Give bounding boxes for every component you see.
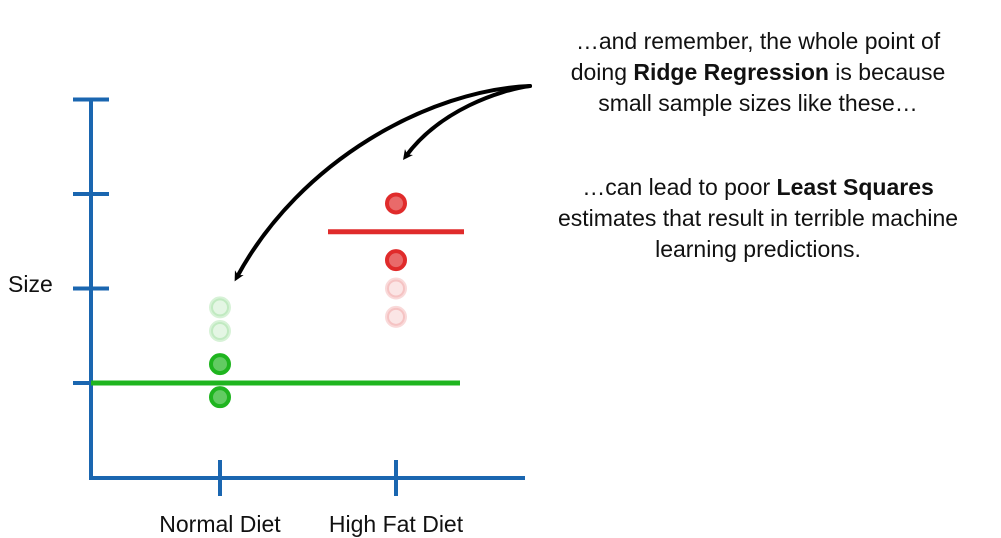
annotation-bold-term: Ridge Regression	[633, 59, 829, 85]
data-point	[209, 320, 231, 343]
annotation-line: learning predictions.	[655, 236, 861, 262]
x-tick-label-normal-diet: Normal Diet	[159, 511, 281, 537]
annotation-least-squares: …can lead to poor Least Squares estimate…	[520, 172, 996, 265]
data-point	[385, 305, 407, 328]
annotation-line: …and remember, the whole point of	[575, 28, 941, 54]
y-axis-label: Size	[8, 271, 53, 297]
data-point	[385, 249, 407, 272]
arrow-to-high-fat-diet	[403, 84, 532, 161]
axes	[89, 100, 525, 480]
fit-lines	[91, 229, 464, 386]
data-points	[209, 192, 407, 409]
annotation-line: doing Ridge Regression is because	[520, 57, 996, 88]
annotation-text: doing	[570, 59, 634, 85]
annotation-ridge-regression: …and remember, the whole point of doing …	[520, 26, 996, 119]
arrow-to-normal-diet	[234, 84, 532, 282]
annotation-text: is because	[828, 59, 946, 85]
data-point	[385, 192, 407, 215]
data-point	[209, 296, 231, 319]
annotation-line: small sample sizes like these…	[598, 90, 918, 116]
annotation-text: …can lead to poor	[582, 174, 777, 200]
axis-ticks	[73, 97, 398, 496]
annotation-bold-term: Least Squares	[776, 174, 934, 200]
data-point	[385, 277, 407, 300]
annotation-line: …can lead to poor Least Squares	[520, 172, 996, 203]
data-point	[209, 386, 231, 409]
annotation-line: estimates that result in terrible machin…	[557, 205, 959, 231]
x-tick-label-high-fat-diet: High Fat Diet	[329, 511, 464, 537]
data-point	[209, 353, 231, 376]
